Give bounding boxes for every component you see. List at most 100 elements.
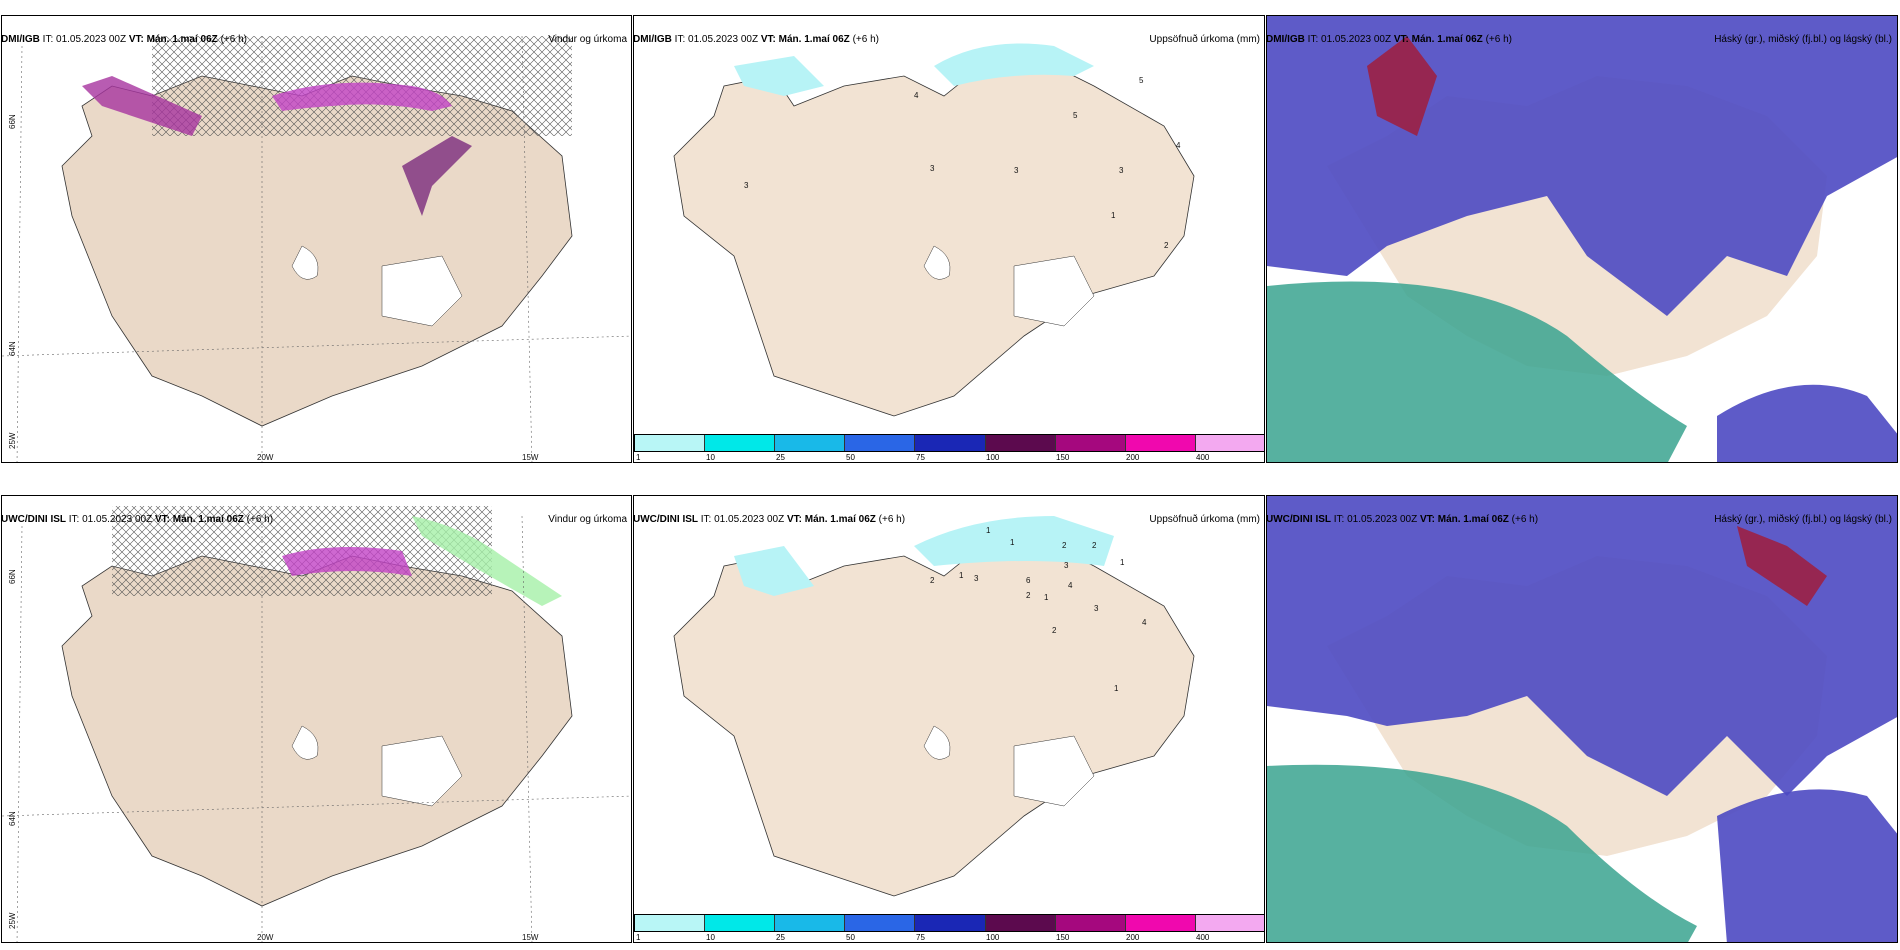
precip-area [934, 43, 1094, 86]
precip-label: 5 [1073, 111, 1078, 120]
color-step [1055, 915, 1126, 931]
precip-area [734, 546, 814, 596]
precip-label: 3 [1119, 166, 1124, 175]
precip-blob [272, 82, 452, 111]
precip-label: 1 [1114, 684, 1119, 693]
glacier [381, 735, 463, 807]
precip-label: 2 [1062, 541, 1067, 550]
init-time: IT: 01.05.2023 00Z [1307, 34, 1392, 45]
tick: 1 [636, 933, 641, 942]
lead-time: (+6 h) [220, 34, 247, 45]
iceland-land [61, 555, 573, 907]
tick: 150 [1056, 453, 1070, 462]
lon-label-20w: 20W [257, 933, 274, 942]
colorbar-top [634, 434, 1264, 452]
panel-wind-top[interactable]: 66N 64N 25W 20W 15W [1, 15, 632, 463]
panel-clouds-bottom[interactable] [1266, 495, 1898, 943]
panel-wind-bottom[interactable]: 66N 64N 25W 20W 15W [1, 495, 632, 943]
cloud-map-bottom [1267, 496, 1897, 942]
precip-map-top [673, 43, 1195, 417]
lon-label-15w: 15W [522, 453, 539, 462]
color-step [1125, 435, 1196, 451]
color-step [775, 915, 846, 931]
color-step [705, 435, 776, 451]
glacier [1013, 255, 1095, 327]
vt-label: VT: [786, 514, 802, 525]
color-step [845, 915, 916, 931]
precip-label: 1 [1044, 593, 1049, 602]
cloud-map-top [1267, 16, 1897, 462]
init-time: IT: 01.05.2023 00Z [674, 34, 759, 45]
precip-label: 4 [914, 91, 919, 100]
precip-blob [82, 76, 202, 136]
valid-time: Mán. 1.maí 06Z [1411, 34, 1483, 45]
tick: 150 [1056, 933, 1070, 942]
low-cloud [1267, 281, 1687, 462]
mid-cloud [1367, 36, 1437, 136]
lead-time: (+6 h) [1485, 34, 1512, 45]
vt-label: VT: [128, 34, 144, 45]
lon-label-15w: 15W [522, 933, 539, 942]
color-step [985, 915, 1056, 931]
glacier [291, 245, 319, 280]
mid-cloud [1737, 526, 1827, 606]
lead-time: (+6 h) [878, 514, 906, 525]
valid-time: Mán. 1.maí 06Z [778, 34, 850, 45]
init-time: IT: 01.05.2023 00Z [700, 514, 785, 525]
panel-precip-top[interactable]: 5 5 3 3 1 2 4 3 4 3 1 10 25 50 75 100 15… [633, 15, 1265, 463]
color-step [775, 435, 846, 451]
precip-label: 1 [1111, 211, 1116, 220]
iceland-land [673, 535, 1195, 897]
low-cloud [1267, 764, 1697, 942]
field-title-top-left: Vindur og úrkoma [548, 34, 627, 45]
precip-label: 2 [930, 576, 935, 585]
lat-label-66n: 66N [8, 114, 17, 129]
tick: 25 [776, 453, 785, 462]
color-step [1195, 915, 1264, 931]
valid-time: Mán. 1.maí 06Z [172, 514, 244, 525]
tick: 75 [916, 933, 925, 942]
color-step [1055, 435, 1126, 451]
source: UWC/DINI ISL [1266, 514, 1331, 525]
color-step [915, 435, 986, 451]
lat-label-66n: 66N [8, 569, 17, 584]
tick: 50 [846, 453, 855, 462]
precip-label: 2 [1164, 241, 1169, 250]
tick: 75 [916, 453, 925, 462]
precip-label: 4 [1176, 141, 1181, 150]
precip-map-bottom [673, 516, 1195, 897]
init-time: IT: 01.05.2023 00Z [68, 514, 153, 525]
field-title-top-mid: Uppsöfnuð úrkoma (mm) [1149, 34, 1260, 45]
tick: 400 [1196, 933, 1210, 942]
title-bottom-right: UWC/DINI ISL IT: 01.05.2023 00Z VT: Mán.… [1266, 514, 1538, 530]
source: DMI/IGB [1266, 34, 1305, 45]
colorbar-bottom [634, 914, 1264, 932]
source: UWC/DINI ISL [633, 514, 698, 525]
precip-label: 2 [1092, 541, 1097, 550]
iceland-land [673, 55, 1195, 417]
valid-time: Mán. 1.maí 06Z [146, 34, 218, 45]
title-top-left: DMI/IGB IT: 01.05.2023 00Z VT: Mán. 1.ma… [1, 34, 247, 50]
lon-label-20w: 20W [257, 453, 274, 462]
precip-label: 1 [1010, 538, 1015, 547]
glacier [923, 245, 951, 280]
field-title-bottom-mid: Uppsöfnuð úrkoma (mm) [1149, 514, 1260, 525]
panel-precip-bottom[interactable]: 1 1 2 3 2 1 2 1 3 6 2 1 3 4 2 1 4 1 10 2… [633, 495, 1265, 943]
tick: 50 [846, 933, 855, 942]
precip-label: 3 [930, 164, 935, 173]
precip-label: 6 [1026, 576, 1031, 585]
lead-time: (+6 h) [1511, 514, 1539, 525]
glacier [381, 255, 463, 327]
lat-label-64n: 64N [8, 811, 17, 826]
vt-label: VT: [760, 34, 776, 45]
precip-label: 3 [1094, 604, 1099, 613]
field-title-top-right: Háský (gr.), miðský (fj.bl.) og lágský (… [1714, 34, 1892, 45]
precip-blob [402, 136, 472, 216]
precip-label: 3 [744, 181, 749, 190]
precip-area [914, 516, 1114, 566]
color-step [1125, 915, 1196, 931]
panel-clouds-top[interactable] [1266, 15, 1898, 463]
valid-time: Mán. 1.maí 06Z [804, 514, 876, 525]
precip-label: 3 [1064, 561, 1069, 570]
valid-time: Mán. 1.maí 06Z [1437, 514, 1509, 525]
